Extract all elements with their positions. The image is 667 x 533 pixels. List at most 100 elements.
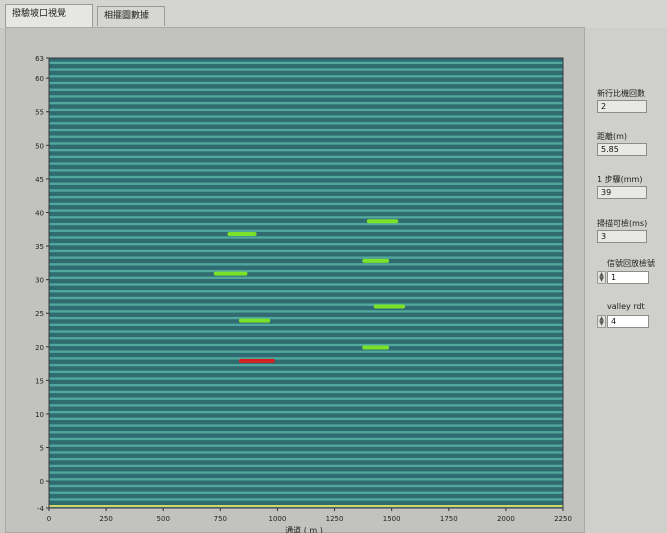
signal-replay-input[interactable]: 1 [607, 271, 649, 284]
x-tick-label: 2000 [497, 515, 515, 523]
plot-band-line [49, 108, 563, 112]
plot-band-line [49, 498, 563, 501]
plot-band-line [49, 384, 563, 387]
plot-band-line [49, 343, 563, 347]
plot-band-line [49, 370, 563, 373]
plot-baseline [49, 505, 563, 507]
plot-band-line [49, 88, 563, 91]
plot-band-line [49, 229, 563, 232]
plot-band-line [49, 357, 563, 360]
plot-band-line [49, 256, 563, 259]
plot-band-line [49, 350, 563, 353]
plot-band-line [49, 189, 563, 192]
plot-band-line [49, 404, 563, 407]
indicator-value: 5.85 [597, 143, 647, 156]
plot-band-line [49, 290, 563, 293]
tab-data[interactable]: 相擺圖數據 [97, 6, 165, 26]
plot-band-line [49, 424, 563, 427]
plot-band-line [49, 68, 563, 71]
plot-band-line [49, 61, 563, 65]
plot-band-line [49, 390, 563, 394]
plot-band-line [49, 162, 563, 165]
y-tick-label: 30 [35, 277, 44, 285]
plot-band-line [49, 175, 563, 179]
plot-band-line [49, 269, 563, 273]
valley-input[interactable]: 4 [607, 315, 649, 328]
x-tick-label: 0 [47, 515, 51, 523]
indicator-value: 39 [597, 186, 647, 199]
plot-band-line [49, 263, 563, 266]
chart-segments [213, 219, 406, 363]
plot-band-line [49, 276, 563, 279]
plot-band-line [49, 431, 563, 434]
y-tick-label: 50 [35, 142, 44, 150]
plot-band-line [49, 222, 563, 226]
plot-band-line [49, 310, 563, 313]
y-tick-label: 55 [35, 109, 44, 117]
plot-band-line [49, 478, 563, 481]
tab-wave-view[interactable]: 撥驗坡口視覺 [5, 4, 93, 28]
plot-band-line [49, 337, 563, 340]
tab-label: 撥驗坡口視覺 [12, 9, 67, 19]
plot-band-line [49, 457, 563, 461]
tab-bar: 撥驗坡口視覺 相擺圖數據 [0, 0, 667, 28]
plot-band-line [49, 95, 563, 98]
plot-band-line [49, 444, 563, 447]
plot-band-line [49, 81, 563, 85]
plot-band-line [49, 216, 563, 219]
plot-band-line [49, 101, 563, 105]
plot-band-line [49, 202, 563, 206]
control-label: 信號回放檢號 [607, 259, 655, 268]
spinner-arrows-icon[interactable]: ▲ ▼ [597, 271, 606, 284]
plot-band-line [49, 484, 563, 488]
plot-band-line [49, 142, 563, 145]
plot-band-line [49, 410, 563, 414]
y-tick-label: 35 [35, 243, 44, 251]
plot-band-line [49, 209, 563, 212]
x-tick-label: 250 [99, 515, 112, 523]
plot-background [49, 58, 563, 508]
y-tick-label: 15 [35, 377, 44, 385]
plot-band-line [49, 182, 563, 185]
plot-band-line [49, 149, 563, 152]
plot-band-line [49, 397, 563, 400]
x-tick-label: 1000 [269, 515, 287, 523]
x-axis-label: 通道 ( m ) [285, 525, 323, 533]
spinner-arrows-icon[interactable]: ▲ ▼ [597, 315, 606, 328]
x-tick-label: 500 [157, 515, 170, 523]
plot-band-line [49, 128, 563, 132]
y-tick-label: 20 [35, 344, 44, 352]
plot-band-line [49, 417, 563, 421]
indicator-value: 2 [597, 100, 647, 113]
y-tick-label: 63 [35, 55, 44, 63]
chart-bands [49, 58, 563, 508]
x-axis: 0 250 500 750 1000 1250 1500 1750 2000 2250 [47, 508, 572, 523]
indicator-value: 3 [597, 230, 647, 243]
plot-band-line [49, 323, 563, 326]
plot-band-line [49, 363, 563, 367]
tab-label: 相擺圖數據 [104, 11, 150, 21]
plot-band-line [49, 135, 563, 138]
plot-band-line [49, 316, 563, 320]
indicator-label: 新行比機回數 [597, 89, 645, 98]
y-tick-label: 0 [40, 478, 44, 486]
plot-band-line [49, 122, 563, 125]
plot-band-line [49, 196, 563, 199]
y-axis: -4 0 5 10 15 20 25 30 35 40 45 50 55 60 63 [35, 55, 49, 513]
plot-band-line [49, 236, 563, 239]
plot-band-line [49, 283, 563, 286]
plot-band-line [49, 471, 563, 474]
plot-band-line [49, 303, 563, 306]
plot-band-line [49, 451, 563, 454]
plot-band-line [49, 155, 563, 159]
y-tick-label: 45 [35, 176, 44, 184]
indicator-label: 距離(m) [597, 132, 628, 141]
plot-frame [48, 57, 564, 509]
x-tick-label: 750 [214, 515, 227, 523]
control-label: valley rdt [607, 302, 645, 311]
plot-band-line [49, 249, 563, 253]
plot-band-line [49, 243, 563, 246]
y-tick-label: 40 [35, 209, 44, 217]
y-tick-label: -4 [37, 505, 45, 513]
